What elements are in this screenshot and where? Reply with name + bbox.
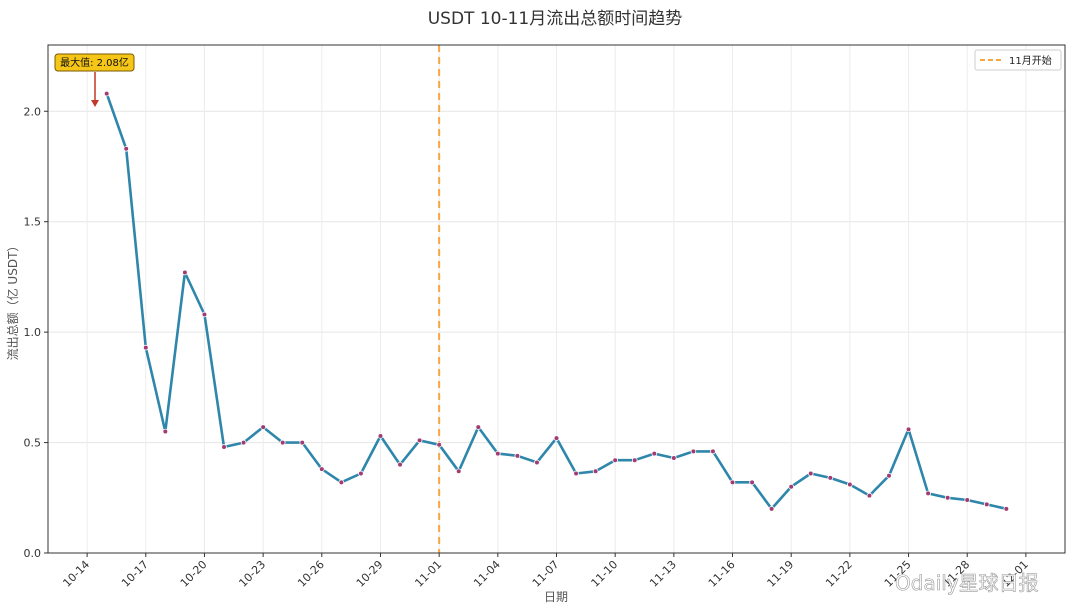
plot-area (103, 90, 1010, 512)
y-tick-label: 2.0 (24, 105, 42, 118)
data-point (279, 439, 286, 446)
y-tick-label: 0.0 (24, 547, 42, 560)
data-point (260, 424, 266, 430)
data-point (123, 146, 130, 152)
data-point (964, 497, 971, 503)
x-tick-label: 11-07 (530, 558, 562, 590)
data-point (788, 483, 794, 490)
data-point (182, 269, 188, 276)
x-tick-label: 11-04 (471, 558, 503, 590)
x-tick-label: 11-13 (647, 558, 679, 590)
x-tick-label: 11-10 (588, 558, 620, 590)
legend: 11月开始 (974, 49, 1062, 71)
data-point (651, 450, 658, 457)
data-point (749, 479, 755, 486)
x-tick-label: 10-26 (295, 558, 327, 590)
x-tick-label: 11-19 (765, 558, 797, 590)
data-point (455, 468, 462, 475)
data-point (671, 455, 677, 461)
data-point (612, 457, 618, 464)
annotation-text: 最大值: 2.08亿 (60, 56, 129, 69)
data-point (299, 439, 306, 446)
y-tick-label: 1.5 (24, 216, 42, 229)
x-tick-label: 11-01 (412, 558, 444, 590)
data-point (201, 311, 208, 318)
data-point (495, 450, 501, 457)
data-point (319, 466, 325, 472)
data-point (925, 490, 931, 497)
data-point (1003, 506, 1010, 512)
y-axis-label: 流出总额（亿 USDT） (5, 240, 20, 361)
data-point (436, 441, 442, 448)
x-axis-label: 日期 (544, 590, 568, 604)
x-tick-label: 10-23 (236, 558, 268, 590)
grid (48, 45, 1065, 554)
y-tick-label: 1.0 (24, 326, 42, 339)
data-point (416, 437, 423, 444)
data-point (338, 479, 345, 486)
annotation-box (54, 53, 135, 72)
x-tick-label: 10-17 (119, 558, 151, 590)
data-point (690, 448, 697, 455)
data-point (475, 424, 482, 430)
y-tick-label: 0.5 (24, 437, 42, 450)
data-point (142, 344, 149, 351)
x-tick-label: 10-14 (60, 558, 92, 590)
data-point (553, 435, 560, 441)
legend-label: 11月开始 (1009, 54, 1052, 67)
data-point (886, 472, 892, 479)
x-tick-label: 11-22 (823, 558, 855, 590)
data-point (866, 492, 873, 499)
chart-title: USDT 10-11月流出总额时间趋势 (428, 9, 683, 29)
data-point (573, 470, 579, 477)
data-point (944, 494, 951, 501)
data-point (534, 459, 540, 466)
max-annotation: 最大值: 2.08亿 (54, 53, 135, 107)
data-point (240, 439, 247, 446)
data-point (905, 426, 912, 433)
data-point (377, 433, 384, 439)
data-point (768, 506, 775, 512)
data-point (729, 479, 736, 486)
annotation-arrowhead (91, 100, 99, 107)
x-tick-label: 10-20 (178, 558, 210, 590)
data-point (983, 501, 990, 508)
watermark: Odaily星球日报 (895, 571, 1039, 595)
data-point (631, 457, 638, 464)
series-points (103, 90, 1010, 512)
data-point (847, 481, 853, 488)
data-point (162, 428, 169, 435)
data-point (514, 453, 521, 459)
data-point (827, 475, 834, 481)
data-point (358, 470, 364, 477)
data-point (592, 468, 599, 475)
x-tick-label: 10-29 (354, 558, 386, 590)
data-point (103, 90, 110, 97)
y-axis: 0.0 0.5 1.0 1.5 2.0 (24, 105, 48, 560)
x-tick-label: 11-16 (706, 558, 738, 590)
data-point (397, 461, 403, 468)
data-point (807, 470, 814, 477)
x-axis: 10-14 10-17 10-20 10-23 10-26 10-29 11-01 11-04… (60, 553, 1031, 590)
data-point (221, 444, 227, 450)
data-point (710, 448, 716, 455)
